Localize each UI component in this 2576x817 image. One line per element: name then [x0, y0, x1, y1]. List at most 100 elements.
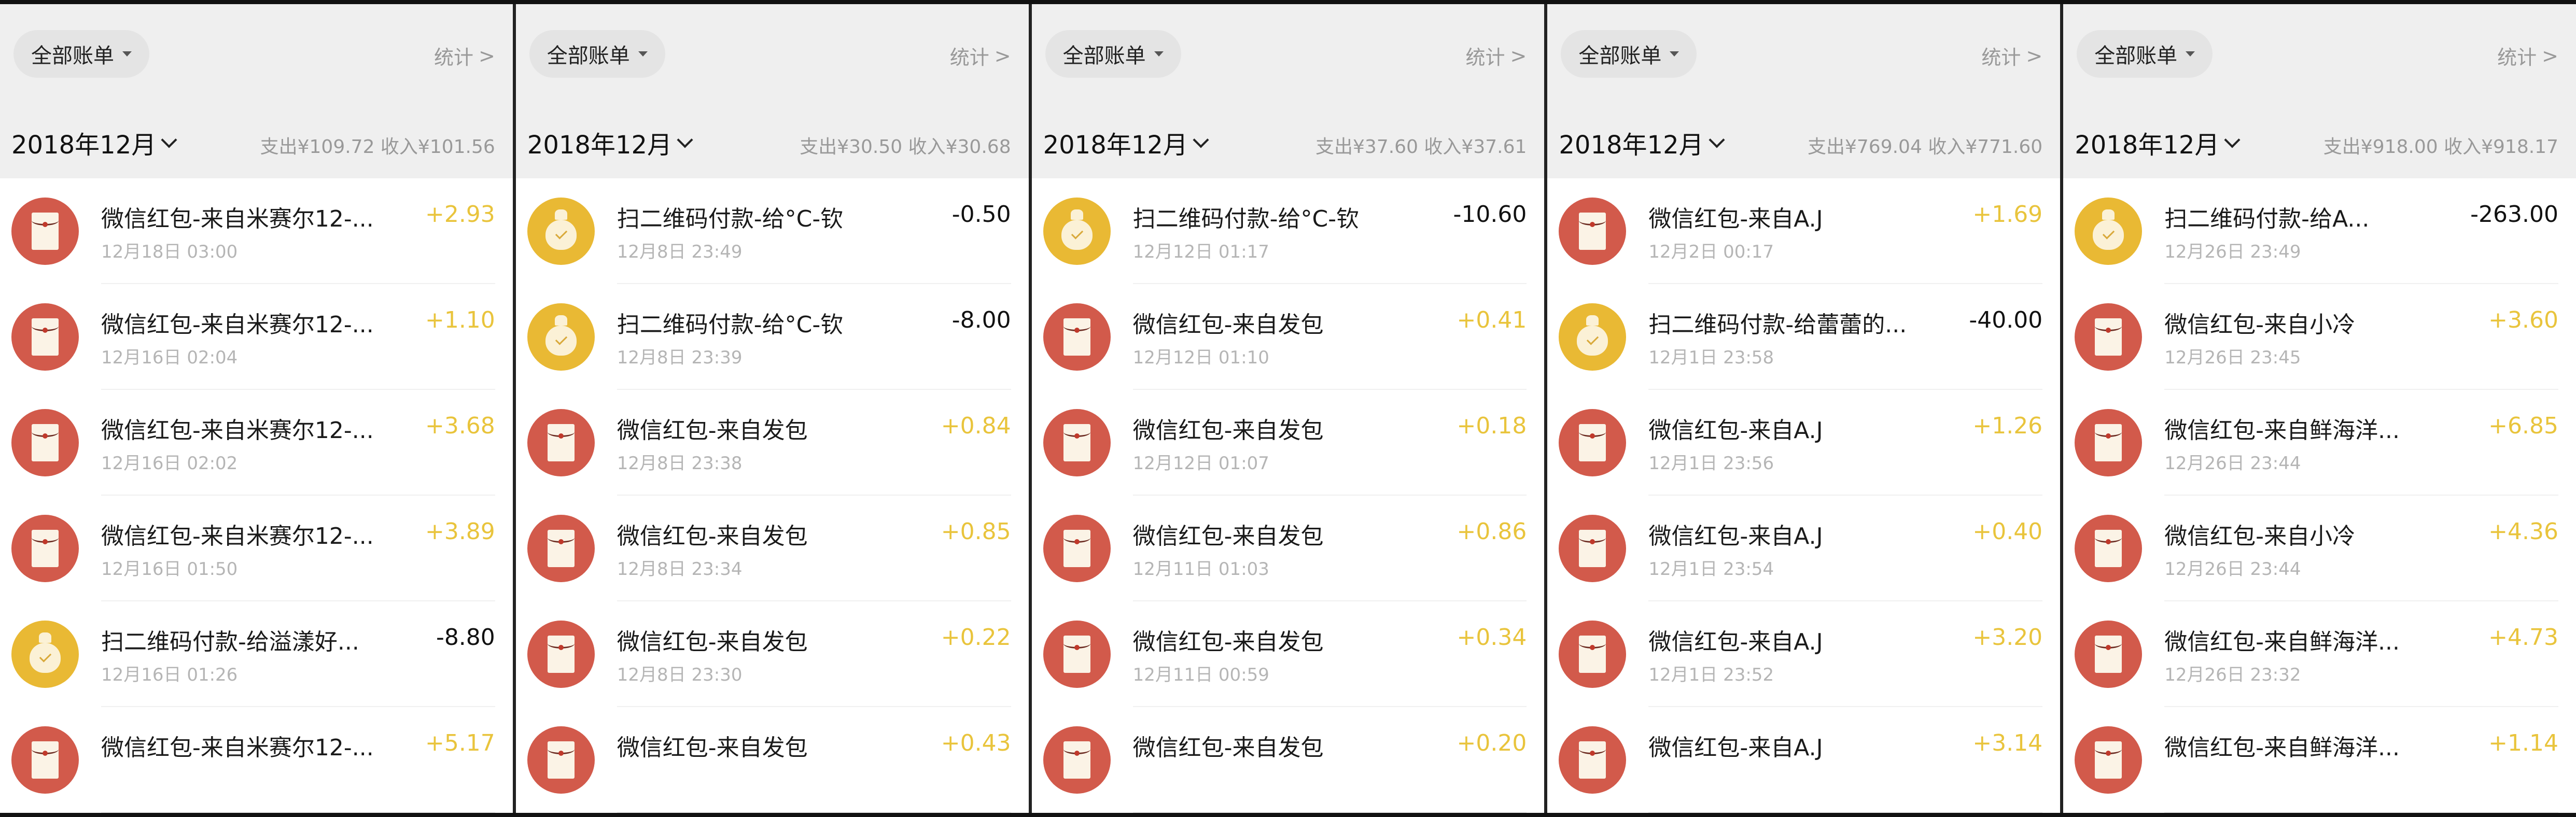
statistics-link[interactable]: 统计 > — [1981, 41, 2042, 70]
transaction-list: 扫二维码付款-给°C-钦 12月12日 01:17 -10.60 微信红包-来自… — [1032, 178, 1545, 813]
red-packet-icon — [527, 409, 595, 476]
transaction-row[interactable]: 微信红包-来自A.J +3.14 — [1547, 707, 2060, 813]
transaction-row[interactable]: 微信红包-来自发包 12月8日 23:30 +0.22 — [516, 601, 1029, 707]
red-packet-icon — [2075, 621, 2143, 688]
statistics-label: 统计 — [433, 46, 473, 69]
transaction-title: 微信红包-来自米赛尔12-... — [101, 523, 374, 550]
red-packet-icon — [11, 198, 79, 265]
transaction-row[interactable]: 扫二维码付款-给A... 12月26日 23:49 -263.00 — [2063, 178, 2576, 284]
transaction-title: 微信红包-来自A.J — [1648, 629, 1823, 655]
transaction-date: 12月1日 23:52 — [1648, 665, 1774, 685]
bill-header: 全部账单 统计 > 2018年12月 支出¥37.60 收入¥37.61 — [1031, 4, 1545, 178]
red-packet-icon — [1043, 515, 1111, 582]
transaction-title: 扫二维码付款-给A... — [2164, 206, 2370, 232]
transaction-date: 12月1日 23:58 — [1648, 347, 1774, 368]
envelope-glyph — [1063, 741, 1090, 779]
transaction-amount: +0.40 — [1972, 518, 2043, 545]
transaction-row[interactable]: 微信红包-来自发包 +0.20 — [1032, 707, 1545, 813]
bill-screen: 全部账单 统计 > 2018年12月 支出¥37.60 收入¥37.61 扫二维… — [1031, 4, 1545, 813]
transaction-row[interactable]: 扫二维码付款-给溢漾好... 12月16日 01:26 -8.80 — [0, 601, 513, 707]
month-label: 2018年12月 — [11, 131, 157, 160]
month-selector[interactable]: 2018年12月 — [1043, 124, 1209, 161]
transaction-amount: +0.84 — [941, 413, 1011, 439]
transaction-row[interactable]: 微信红包-来自发包 12月8日 23:34 +0.85 — [516, 496, 1029, 601]
all-bills-filter-button[interactable]: 全部账单 — [529, 30, 665, 78]
transaction-row[interactable]: 微信红包-来自发包 +0.43 — [516, 707, 1029, 813]
envelope-glyph — [2095, 636, 2122, 673]
statistics-link[interactable]: 统计 > — [1466, 41, 1527, 70]
all-bills-filter-button[interactable]: 全部账单 — [2077, 30, 2213, 78]
transaction-row[interactable]: 扫二维码付款-给°C-钦 12月8日 23:49 -0.50 — [516, 178, 1029, 284]
red-packet-icon — [11, 515, 79, 582]
statistics-label: 统计 — [1465, 46, 1505, 69]
transaction-row[interactable]: 微信红包-来自鲜海洋... +1.14 — [2063, 707, 2576, 813]
transaction-title: 微信红包-来自A.J — [1648, 417, 1823, 444]
transaction-row[interactable]: 微信红包-来自A.J 12月1日 23:54 +0.40 — [1547, 496, 2060, 601]
all-bills-filter-button[interactable]: 全部账单 — [13, 30, 149, 78]
transaction-row[interactable]: 微信红包-来自发包 12月12日 01:07 +0.18 — [1032, 390, 1545, 496]
bag-glyph — [1577, 315, 1608, 356]
month-selector[interactable]: 2018年12月 — [1559, 124, 1725, 161]
transaction-row[interactable]: 微信红包-来自米赛尔12-... +5.17 — [0, 707, 513, 813]
transaction-row[interactable]: 扫二维码付款-给蕾蕾的... 12月1日 23:58 -40.00 — [1547, 284, 2060, 390]
red-packet-icon — [1559, 621, 1627, 688]
transaction-title: 微信红包-来自A.J — [1648, 206, 1823, 232]
red-packet-icon — [1559, 198, 1627, 265]
bill-header: 全部账单 统计 > 2018年12月 支出¥30.50 收入¥30.68 — [515, 4, 1029, 178]
statistics-link[interactable]: 统计 > — [434, 41, 495, 70]
transaction-row[interactable]: 微信红包-来自发包 12月8日 23:38 +0.84 — [516, 390, 1029, 496]
transaction-row[interactable]: 扫二维码付款-给°C-钦 12月8日 23:39 -8.00 — [516, 284, 1029, 390]
transaction-row[interactable]: 微信红包-来自小冷 12月26日 23:44 +4.36 — [2063, 496, 2576, 601]
month-selector[interactable]: 2018年12月 — [11, 124, 177, 161]
transaction-amount: +3.60 — [2488, 307, 2558, 333]
money-bag-icon — [527, 303, 595, 371]
transaction-title: 微信红包-来自发包 — [1132, 523, 1324, 550]
transaction-amount: +1.26 — [1972, 413, 2043, 439]
month-selector[interactable]: 2018年12月 — [2075, 124, 2241, 161]
all-bills-filter-button[interactable]: 全部账单 — [1561, 30, 1697, 78]
transaction-row[interactable]: 微信红包-来自发包 12月11日 01:03 +0.86 — [1032, 496, 1545, 601]
transaction-row[interactable]: 微信红包-来自发包 12月12日 01:10 +0.41 — [1032, 284, 1545, 390]
transaction-title: 扫二维码付款-给°C-钦 — [617, 312, 844, 338]
transaction-title: 扫二维码付款-给蕾蕾的... — [1648, 312, 1907, 338]
transaction-title: 微信红包-来自发包 — [617, 417, 808, 444]
transaction-title: 微信红包-来自发包 — [1132, 417, 1324, 444]
transaction-row[interactable]: 微信红包-来自米赛尔12-... 12月16日 02:04 +1.10 — [0, 284, 513, 390]
transaction-row[interactable]: 微信红包-来自米赛尔12-... 12月18日 03:00 +2.93 — [0, 178, 513, 284]
transaction-date: 12月12日 01:07 — [1132, 453, 1269, 474]
transaction-title: 微信红包-来自发包 — [1132, 735, 1324, 761]
month-selector[interactable]: 2018年12月 — [527, 124, 693, 161]
statistics-link[interactable]: 统计 > — [950, 41, 1011, 70]
transaction-row[interactable]: 微信红包-来自发包 12月11日 00:59 +0.34 — [1032, 601, 1545, 707]
transaction-row[interactable]: 扫二维码付款-给°C-钦 12月12日 01:17 -10.60 — [1032, 178, 1545, 284]
bag-glyph — [1061, 209, 1093, 250]
transaction-row[interactable]: 微信红包-来自鲜海洋... 12月26日 23:44 +6.85 — [2063, 390, 2576, 496]
statistics-link[interactable]: 统计 > — [2497, 41, 2558, 70]
caret-down-icon — [2186, 51, 2195, 57]
transaction-title: 微信红包-来自鲜海洋... — [2164, 629, 2400, 655]
red-packet-icon — [11, 303, 79, 371]
transaction-row[interactable]: 微信红包-来自A.J 12月1日 23:52 +3.20 — [1547, 601, 2060, 707]
red-packet-icon — [1043, 409, 1111, 476]
transaction-date: 12月8日 23:49 — [617, 242, 743, 262]
chevron-right-icon: > — [2542, 44, 2558, 67]
envelope-glyph — [1579, 636, 1606, 673]
transaction-date: 12月8日 23:38 — [617, 453, 743, 474]
transaction-amount: +2.93 — [425, 201, 495, 228]
red-packet-icon — [1043, 621, 1111, 688]
red-packet-icon — [2075, 409, 2143, 476]
transaction-row[interactable]: 微信红包-来自鲜海洋... 12月26日 23:32 +4.73 — [2063, 601, 2576, 707]
statistics-label: 统计 — [949, 46, 989, 69]
transaction-row[interactable]: 微信红包-来自A.J 12月2日 00:17 +1.69 — [1547, 178, 2060, 284]
transaction-row[interactable]: 微信红包-来自A.J 12月1日 23:56 +1.26 — [1547, 390, 2060, 496]
transaction-row[interactable]: 微信红包-来自米赛尔12-... 12月16日 02:02 +3.68 — [0, 390, 513, 496]
transaction-date: 12月16日 01:50 — [101, 559, 238, 580]
red-packet-icon — [2075, 303, 2143, 371]
envelope-glyph — [2095, 741, 2122, 779]
money-bag-icon — [2075, 198, 2143, 265]
transaction-row[interactable]: 微信红包-来自小冷 12月26日 23:45 +3.60 — [2063, 284, 2576, 390]
all-bills-filter-button[interactable]: 全部账单 — [1045, 30, 1181, 78]
transaction-row[interactable]: 微信红包-来自米赛尔12-... 12月16日 01:50 +3.89 — [0, 496, 513, 601]
envelope-glyph — [2095, 424, 2122, 461]
transaction-title: 微信红包-来自小冷 — [2164, 312, 2356, 338]
